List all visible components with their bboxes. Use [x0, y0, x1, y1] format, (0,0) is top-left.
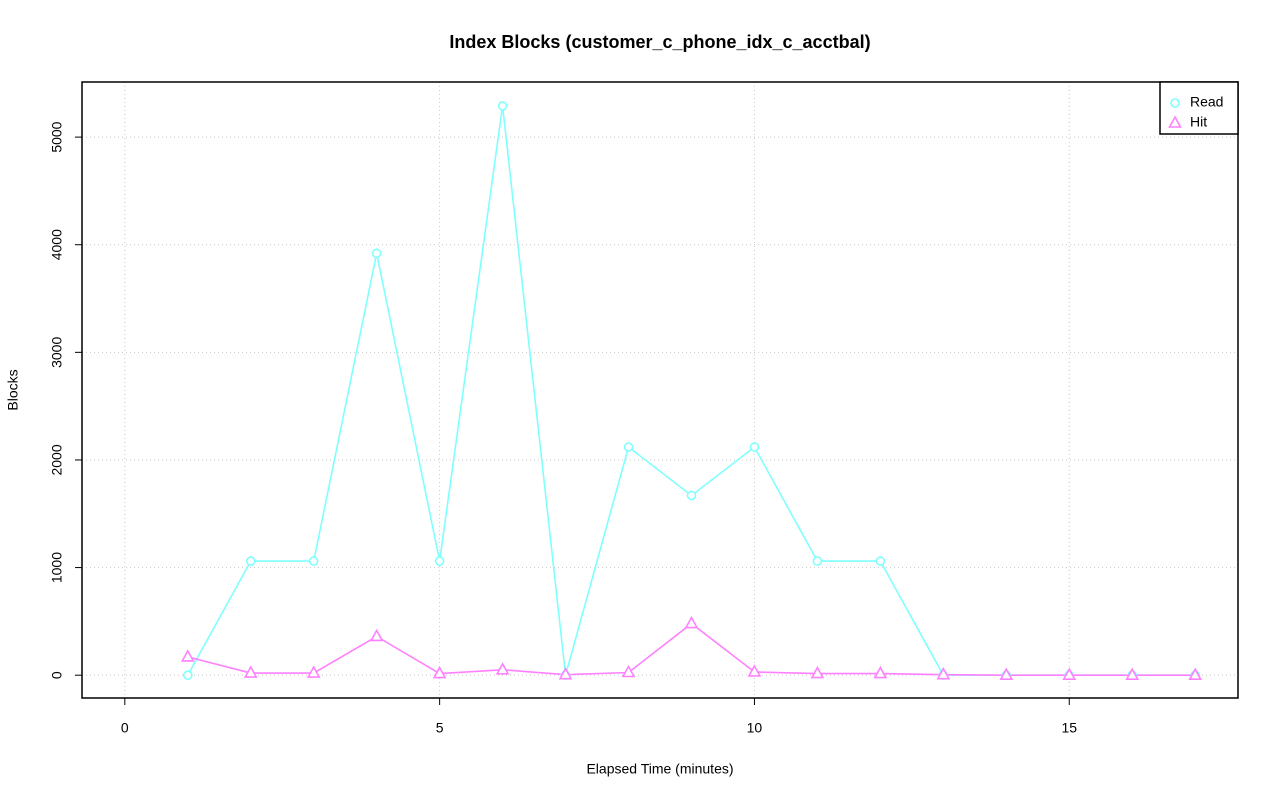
- data-point: [1062, 667, 1077, 680]
- data-point: [999, 667, 1014, 680]
- data-point: [558, 666, 573, 680]
- x-tick-label: 15: [1061, 720, 1077, 736]
- data-point: [812, 556, 823, 566]
- data-point: [1125, 667, 1140, 680]
- series-line: [187, 622, 1196, 676]
- data-point: [684, 615, 699, 629]
- legend-marker: [1168, 115, 1182, 128]
- legend-label: Hit: [1190, 114, 1207, 130]
- x-tick-label: 0: [121, 720, 129, 736]
- legend-label: Read: [1190, 94, 1223, 110]
- data-point: [495, 662, 510, 675]
- data-point: [623, 442, 634, 452]
- data-point: [936, 666, 951, 680]
- chart-title: Index Blocks (customer_c_phone_idx_c_acc…: [449, 32, 870, 52]
- data-point: [497, 101, 508, 111]
- y-tick-label: 0: [49, 671, 65, 679]
- data-point: [432, 665, 447, 679]
- data-point: [369, 628, 384, 642]
- y-axis-title: Blocks: [5, 369, 21, 410]
- data-point: [621, 664, 636, 678]
- y-tick-label: 3000: [49, 337, 65, 368]
- series-line: [187, 105, 1196, 676]
- data-point: [873, 665, 888, 679]
- data-point: [1188, 667, 1203, 680]
- data-point: [434, 556, 445, 566]
- x-axis-title: Elapsed Time (minutes): [586, 761, 733, 777]
- legend-marker: [1170, 98, 1180, 108]
- y-tick-label: 2000: [49, 444, 65, 475]
- data-point: [180, 649, 195, 662]
- data-point: [749, 442, 760, 452]
- data-point: [245, 556, 256, 566]
- y-tick-label: 4000: [49, 229, 65, 260]
- data-point: [686, 490, 697, 501]
- data-point: [875, 556, 886, 566]
- x-tick-label: 10: [747, 720, 763, 736]
- x-tick-label: 5: [436, 720, 444, 736]
- data-point: [308, 556, 319, 566]
- data-point: [306, 665, 321, 678]
- data-point: [182, 670, 193, 680]
- data-point: [371, 248, 382, 259]
- y-tick-label: 5000: [49, 121, 65, 152]
- data-point: [747, 664, 762, 677]
- data-point: [810, 665, 825, 679]
- y-tick-label: 1000: [49, 552, 65, 583]
- data-point: [243, 665, 258, 678]
- plot-frame: [81, 81, 1239, 699]
